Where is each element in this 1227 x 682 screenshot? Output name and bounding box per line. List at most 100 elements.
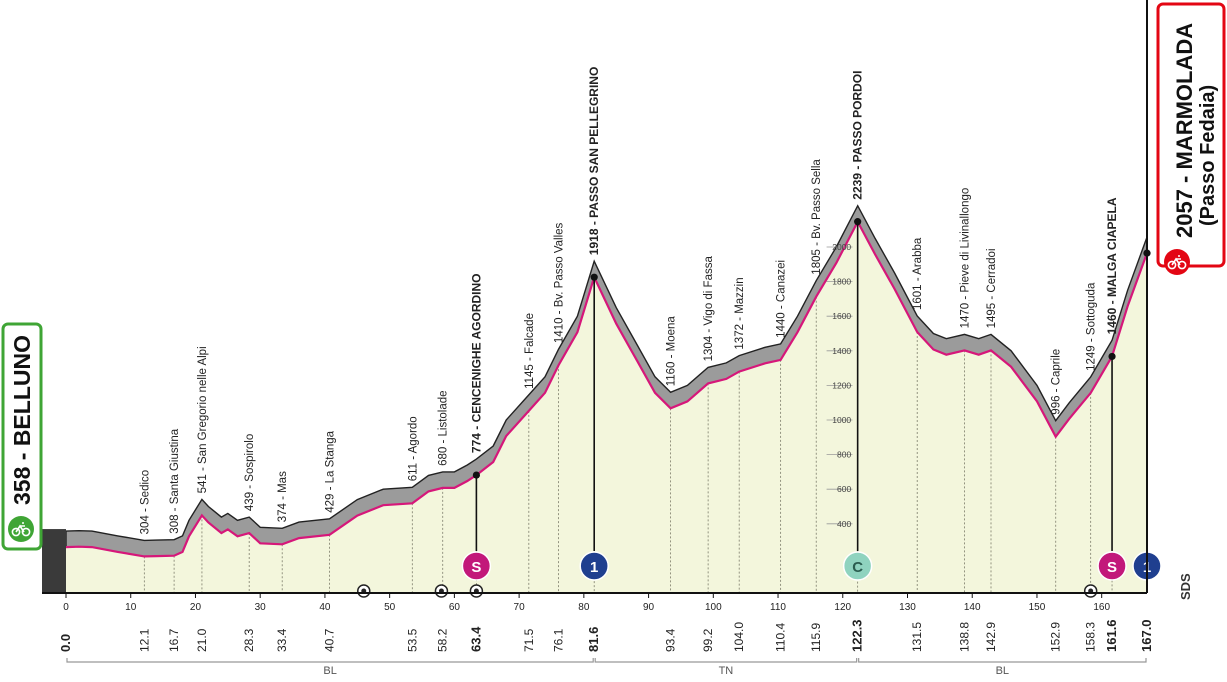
elevation-tick-label: 1200 [832,380,851,390]
km-point-label: 16.7 [167,628,181,652]
km-point-label: 28.3 [242,628,256,652]
km-tick-label: 10 [125,602,137,613]
place-label: 1601 - Arabba [912,237,924,310]
province-bracket [594,658,858,663]
start-cyclist-icon [8,516,34,542]
km-tick-label: 0 [63,602,69,613]
finish-label-line1: 2057 - MARMOLADA [1172,23,1197,238]
km-point-label: 71.5 [522,628,536,652]
province-bracket [858,658,1147,663]
place-label: 304 - Sedico [139,470,151,535]
elevation-tick-label: 400 [837,519,851,529]
elevation-tick-label: 1800 [832,277,851,287]
km-point-label: 63.4 [468,626,483,652]
km-point-label: 138.8 [958,622,972,652]
km-tick-label: 110 [770,602,786,613]
sds-label: SDS [1178,573,1193,600]
km-tick-label: 20 [190,602,202,613]
km-point-label: 99.2 [701,628,715,652]
start-label: 358 - BELLUNO [9,335,35,505]
place-label: 1145 - Falcade [524,313,536,389]
km-tick-label: 30 [255,602,267,613]
place-label: 2239 - PASSO PORDOI [851,71,865,200]
km-point-label: 81.6 [586,627,601,652]
checkpoint-marker-label: C [852,559,863,576]
km-tick-label: 160 [1093,602,1110,613]
place-label: 1372 - Mazzin [734,277,746,349]
place-label: 429 - La Stanga [325,430,337,512]
km-tick-label: 150 [1029,602,1046,613]
km-point-label: 76.1 [552,628,566,652]
checkpoint-marker [842,551,873,581]
kom-marker-label: 1 [590,559,598,576]
km-point-label: 33.4 [275,628,289,652]
km-point-label: 110.4 [774,623,788,652]
road-edge-line [65,219,1149,558]
km-point-label: 161.6 [1104,619,1119,652]
km-tick-label: 50 [384,602,396,613]
place-label: 541 - San Gregorio nelle Alpi [197,346,209,493]
place-label: 1304 - Vigo di Fassa [703,256,715,362]
km-tick-label: 100 [705,602,722,613]
start-badge: 358 - BELLUNO [1,322,43,551]
km-point-label: 167.0 [1139,619,1154,652]
finish-cyclist-icon [1164,249,1190,275]
km-tick-label: 80 [578,602,590,613]
profile-area [66,221,1147,593]
sprint-marker [461,551,492,581]
place-label: 1410 - Bv. Passo Valles [554,222,566,343]
elevation-tick-label: 800 [837,450,851,460]
km-point-label: 152.9 [1049,622,1063,652]
sprint-marker-label: S [1107,559,1117,576]
km-point-label: 53.5 [405,628,419,652]
elevation-tick-label: 2000 [832,242,851,252]
elevation-tick-label: 600 [837,484,851,494]
place-label: 1805 - Bv. Passo Sella [811,159,823,275]
finish-label-line2: (Passo Fedaia) [1197,85,1219,226]
place-label: 680 - Listolade [438,390,450,465]
place-label: 439 - Sospirolo [244,434,256,511]
place-label: 374 - Mas [277,471,289,522]
km-point-label: 93.4 [664,628,678,652]
marker-dot [1108,352,1116,361]
province-bracket [66,658,594,663]
marker-dot [854,218,862,226]
elevation-tick-label: 1600 [832,311,851,321]
province-label: TN [719,665,734,677]
km-point-label: 131.5 [910,622,924,652]
km-point-label: 40.7 [323,628,337,652]
sprint-marker-label: S [471,559,481,576]
place-label: 1160 - Moena [666,316,678,387]
km-point-label: 142.9 [984,622,998,652]
place-label: 1918 - PASSO SAN PELLEGRINO [587,67,601,256]
elevation-tick-label: 1000 [832,415,851,425]
place-label: 1460 - MALGA CIAPELA [1105,197,1119,334]
place-label: 1495 - Cerradoi [986,248,998,328]
km-point-label: 122.3 [850,619,865,652]
sprint-marker [1097,551,1127,581]
place-label: 774 - CENCENIGHE AGORDINO [469,274,483,454]
place-label: 1249 - Sottoguda [1086,282,1098,371]
finish-badge: 2057 - MARMOLADA (Passo Fedaia) [1156,2,1226,275]
province-label: BL [323,665,336,677]
place-label: 996 - Caprile [1051,349,1063,415]
elevation-tick-label: 1400 [832,346,851,356]
km-tick-label: 130 [899,602,916,613]
place-label: 1470 - Pieve di Livinallongo [960,188,972,329]
km-tick-label: 70 [514,602,526,613]
km-tick-label: 120 [834,602,851,613]
km-point-label: 12.1 [137,628,151,652]
km-tick-label: 90 [643,602,655,613]
km-tick-label: 140 [964,602,981,613]
km-point-label: 104.0 [732,622,746,652]
km-tick-label: 40 [319,602,331,613]
km-point-label: 21.0 [195,628,209,652]
km-point-label: 115.9 [809,623,823,652]
start-block [42,529,66,593]
province-label: BL [996,665,1009,677]
km-point-label: 158.3 [1084,622,1098,652]
kom-marker [579,551,609,581]
marker-dot [472,471,480,479]
